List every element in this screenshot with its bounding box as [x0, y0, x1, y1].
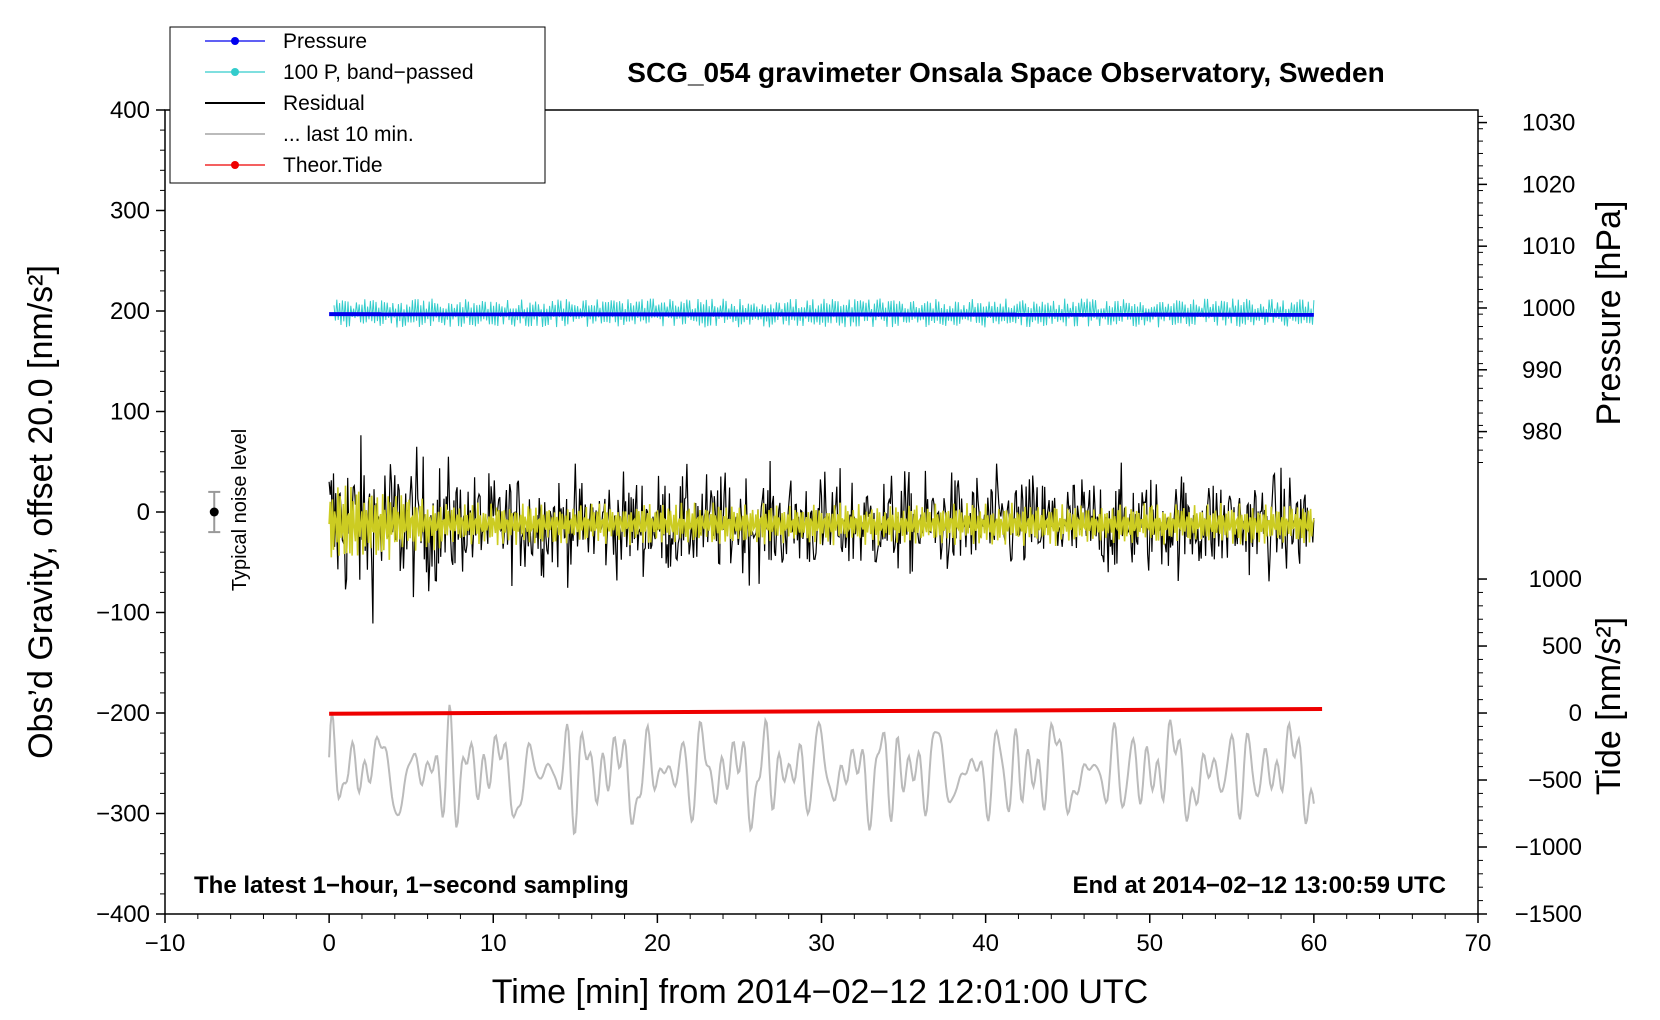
x-axis: −10 0 10 20 30 40 50 60 70 [145, 914, 1492, 957]
series-pressure-band-passed [333, 298, 1315, 328]
tide-tick-label: −500 [1528, 767, 1582, 794]
series-theor-tide [329, 707, 1323, 716]
x-tick-label: 50 [1136, 930, 1163, 957]
tide-tick-label: −1500 [1515, 901, 1582, 928]
pressure-tick-label: 1030 [1522, 110, 1575, 137]
pressure-tick-label: 1010 [1522, 233, 1575, 260]
y-tick-label: 100 [110, 399, 150, 426]
x-tick-label: 20 [644, 930, 671, 957]
y-axis-right-pressure: 980 990 1000 1010 1020 1030 [1478, 110, 1575, 464]
legend-label: ... last 10 min. [283, 123, 414, 146]
tide-tick-label: 500 [1542, 633, 1582, 660]
x-tick-label: 10 [480, 930, 507, 957]
legend: Pressure 100 P, band−passed Residual ... la… [169, 26, 546, 184]
series-layer [328, 298, 1323, 836]
legend-box [169, 26, 546, 184]
noise-indicator [208, 490, 221, 534]
tide-tick-label: 1000 [1529, 566, 1582, 593]
pressure-tick-label: 980 [1522, 419, 1562, 446]
y-tick-label: 200 [110, 298, 150, 325]
y-tick-label: −400 [96, 901, 150, 928]
y-axis-right-tide: −1500 −1000 −500 0 500 1000 [1478, 566, 1582, 928]
y-tick-label: −100 [96, 600, 150, 627]
legend-label: Residual [283, 92, 365, 115]
y-tick-label: 300 [110, 198, 150, 225]
x-tick-label: 30 [808, 930, 835, 957]
series-pressure [329, 312, 1314, 317]
y-axis-left: −400 −300 −200 −100 0 100 200 300 400 [96, 97, 165, 928]
y-tick-label: −200 [96, 700, 150, 727]
y-tick-label: 400 [110, 97, 150, 124]
chart-title: SCG_054 gravimeter Onsala Space Observat… [627, 57, 1384, 88]
y-axis-pressure-title: Pressure [hPa] [1590, 201, 1628, 426]
legend-marker [231, 161, 239, 169]
x-tick-label: 70 [1465, 930, 1492, 957]
series-residual [328, 435, 1315, 624]
series-band-passed-residual [328, 485, 1315, 560]
y-axis-left-title: Obs’d Gravity, offset 20.0 [nm/s²] [22, 265, 60, 759]
y-tick-label: 0 [137, 499, 150, 526]
pressure-tick-label: 1020 [1522, 171, 1575, 198]
x-tick-label: −10 [145, 930, 186, 957]
legend-label: Theor.Tide [283, 154, 383, 177]
legend-marker [231, 68, 239, 76]
tide-tick-label: −1000 [1515, 834, 1582, 861]
x-axis-title: Time [min] from 2014−02−12 12:01:00 UTC [492, 973, 1148, 1011]
noise-point [209, 507, 219, 517]
legend-label: 100 P, band−passed [283, 61, 474, 84]
legend-label: Pressure [283, 30, 367, 53]
x-tick-label: 60 [1301, 930, 1328, 957]
sampling-note: The latest 1−hour, 1−second sampling [194, 872, 629, 899]
series-last-10-min [328, 704, 1315, 836]
y-axis-tide-title: Tide [nm/s²] [1590, 617, 1628, 795]
end-time-note: End at 2014−02−12 13:00:59 UTC [1072, 872, 1446, 899]
x-tick-label: 40 [972, 930, 999, 957]
y-tick-label: −300 [96, 801, 150, 828]
x-tick-label: 0 [322, 930, 335, 957]
pressure-tick-label: 1000 [1522, 295, 1575, 322]
legend-marker [231, 37, 239, 45]
tide-tick-label: 0 [1569, 700, 1582, 727]
noise-label: Typical noise level [229, 429, 251, 591]
pressure-tick-label: 990 [1522, 357, 1562, 384]
